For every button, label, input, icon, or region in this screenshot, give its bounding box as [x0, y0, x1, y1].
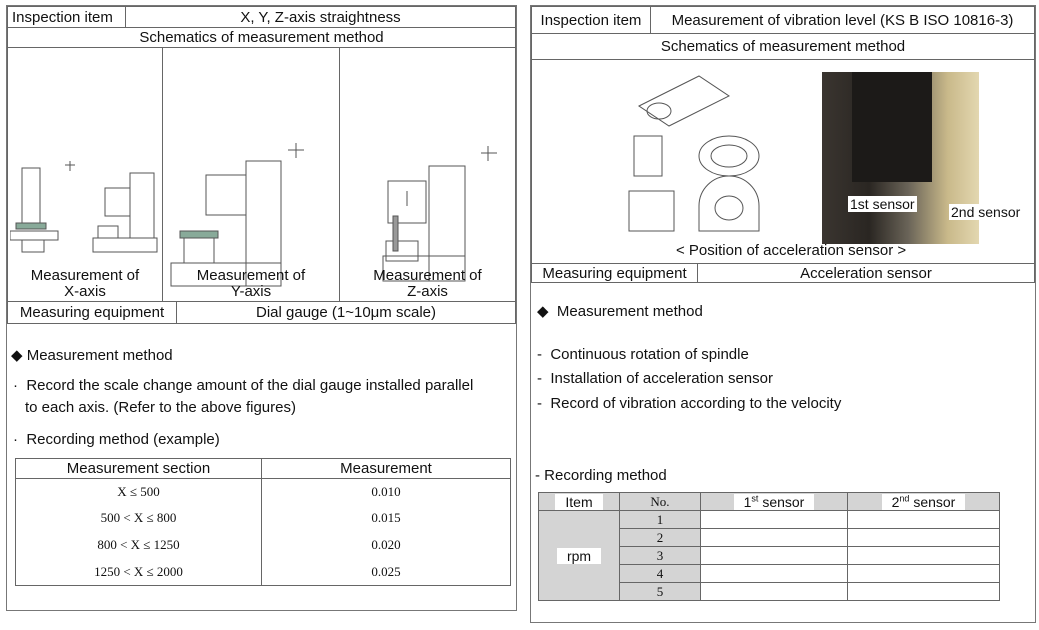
- vibration-table: Item No. 1st sensor 2nd sensor rpm 1 2 3 …: [538, 492, 1000, 601]
- x-axis-drawing: [10, 161, 158, 253]
- spindle-body: [852, 72, 932, 182]
- diamond-icon: ◆: [11, 347, 23, 364]
- section-cell: 1250 < X ≤ 2000: [15, 558, 262, 586]
- schematics-title: Schematics of measurement method: [531, 33, 1035, 60]
- header-measurement: Measurement: [261, 458, 511, 479]
- row-number: 3: [619, 546, 701, 565]
- caption-y: Measurement of Y-axis: [196, 267, 306, 300]
- equipment-label: Measuring equipment: [531, 263, 698, 283]
- value-cell: 0.015: [261, 504, 511, 532]
- y-axis-drawing: [170, 143, 304, 287]
- step-2: - Installation of acceleration sensor: [537, 370, 773, 387]
- inspection-value: X, Y, Z-axis straightness: [125, 6, 516, 28]
- schematic-z: [339, 47, 516, 302]
- sensor-1-label: 1st sensor: [848, 196, 917, 212]
- header-sensor-1: 1st sensor: [700, 492, 848, 511]
- bullet-1-cont: to each axis. (Refer to the above figure…: [25, 399, 296, 416]
- value-cell: 0.010: [261, 478, 511, 505]
- bearing-drawing: [628, 75, 760, 232]
- step-1: - Continuous rotation of spindle: [537, 346, 749, 363]
- row-number: 4: [619, 564, 701, 583]
- row-number: 2: [619, 528, 701, 547]
- schematic-y: [162, 47, 340, 302]
- header-sensor-2: 2nd sensor: [847, 492, 1000, 511]
- row-number: 5: [619, 582, 701, 601]
- data-cell[interactable]: [700, 528, 848, 547]
- value-cell: 0.020: [261, 531, 511, 559]
- header-item: Item: [538, 492, 620, 511]
- bullet-2: · Recording method (example): [13, 431, 220, 448]
- right-panel: Inspection item Measurement of vibration…: [530, 5, 1036, 623]
- equipment-value: Acceleration sensor: [697, 263, 1035, 283]
- data-cell[interactable]: [847, 510, 1000, 529]
- section-cell: 500 < X ≤ 800: [15, 504, 262, 532]
- caption-z: Measurement of Z-axis: [373, 267, 482, 300]
- z-axis-drawing: [382, 146, 497, 282]
- section-cell: X ≤ 500: [15, 478, 262, 505]
- data-cell[interactable]: [847, 564, 1000, 583]
- data-cell[interactable]: [700, 582, 848, 601]
- measurement-table: Measurement section Measurement X ≤ 500 0.…: [15, 458, 511, 586]
- figure-caption: < Position of acceleration sensor >: [676, 242, 907, 259]
- equipment-value: Dial gauge (1~10μm scale): [176, 301, 516, 324]
- data-cell[interactable]: [847, 528, 1000, 547]
- schematics-title: Schematics of measurement method: [7, 27, 516, 48]
- rpm-cell: rpm: [538, 510, 620, 601]
- inspection-label: Inspection item: [7, 6, 126, 28]
- data-cell[interactable]: [700, 510, 848, 529]
- data-cell[interactable]: [700, 564, 848, 583]
- data-cell[interactable]: [847, 546, 1000, 565]
- bullet-1: · Record the scale change amount of the …: [13, 377, 474, 394]
- method-title: ◆ Measurement method: [537, 303, 703, 320]
- row-number: 1: [619, 510, 701, 529]
- header-no: No.: [619, 492, 701, 511]
- recording-title: - Recording method: [535, 467, 667, 484]
- left-panel: Inspection item X, Y, Z-axis straightnes…: [6, 5, 517, 611]
- method-title: ◆ Measurement method: [11, 347, 173, 364]
- caption-x: Measurement of X-axis: [30, 267, 140, 300]
- step-3: - Record of vibration according to the v…: [537, 395, 842, 412]
- schematic-x: [7, 47, 163, 302]
- diamond-icon: ◆: [537, 303, 549, 320]
- data-cell[interactable]: [700, 546, 848, 565]
- equipment-label: Measuring equipment: [7, 301, 177, 324]
- header-section: Measurement section: [15, 458, 262, 479]
- section-cell: 800 < X ≤ 1250: [15, 531, 262, 559]
- value-cell: 0.025: [261, 558, 511, 586]
- sensor-2-label: 2nd sensor: [949, 204, 1023, 220]
- inspection-value: Measurement of vibration level (KS B ISO…: [650, 6, 1035, 34]
- data-cell[interactable]: [847, 582, 1000, 601]
- inspection-label: Inspection item: [531, 6, 651, 34]
